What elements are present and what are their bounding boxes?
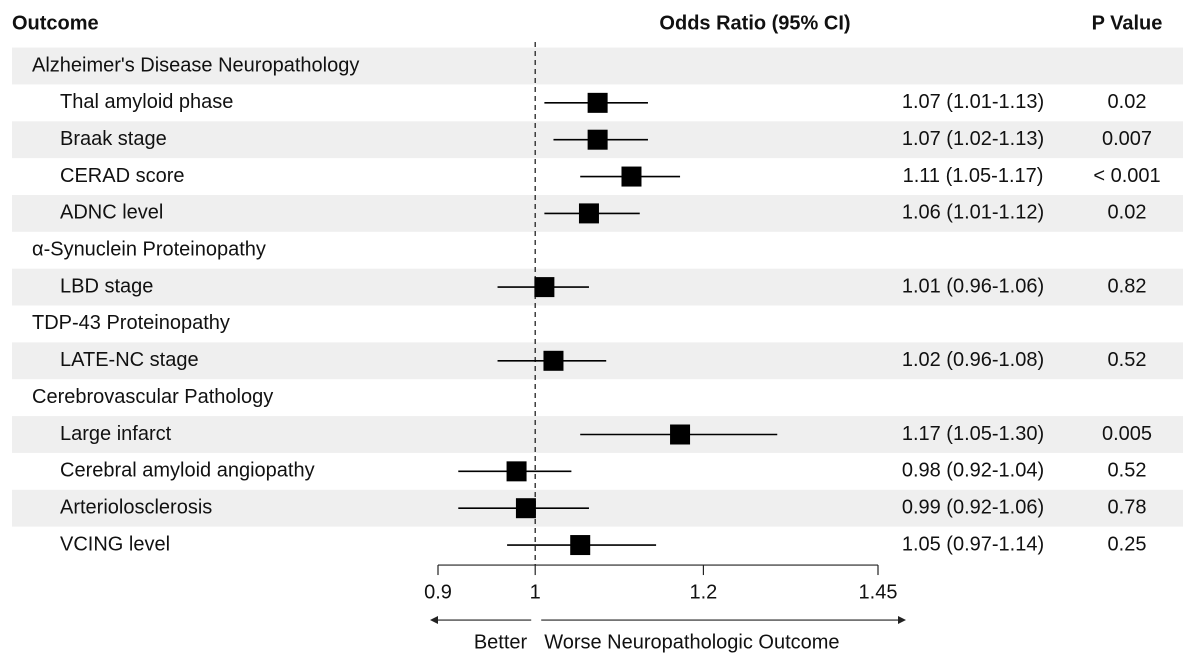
- ci-text: 1.07 (1.01-1.13): [902, 91, 1044, 113]
- ci-text: 1.01 (0.96-1.06): [902, 275, 1044, 297]
- header-p: P Value: [1092, 12, 1163, 34]
- row-label: LBD stage: [60, 275, 153, 297]
- direction-right: Worse Neuropathologic Outcome: [544, 631, 839, 653]
- p-value: 0.78: [1108, 496, 1147, 518]
- p-value: 0.007: [1102, 128, 1152, 150]
- x-tick-label: 1: [530, 581, 541, 603]
- row-label: VCING level: [60, 533, 170, 555]
- p-value: < 0.001: [1093, 165, 1160, 187]
- ci-text: 1.11 (1.05-1.17): [903, 165, 1044, 187]
- group-label: α-Synuclein Proteinopathy: [32, 239, 266, 261]
- group-label: Cerebrovascular Pathology: [32, 386, 273, 408]
- arrow-right-head: [898, 616, 906, 625]
- row-shade: [12, 268, 1183, 306]
- estimate-square: [534, 277, 555, 298]
- ci-text: 1.06 (1.01-1.12): [902, 202, 1044, 224]
- ci-text: 1.17 (1.05-1.30): [902, 423, 1044, 445]
- estimate-square: [543, 350, 564, 371]
- x-tick-label: 1.45: [859, 581, 898, 603]
- row-shade: [12, 489, 1183, 527]
- x-tick-label: 1.2: [690, 581, 718, 603]
- p-value: 0.02: [1108, 91, 1147, 113]
- ci-text: 1.02 (0.96-1.08): [902, 349, 1044, 371]
- estimate-square: [670, 424, 691, 445]
- row-label: Arteriolosclerosis: [60, 496, 212, 518]
- ci-text: 0.98 (0.92-1.04): [902, 460, 1044, 482]
- estimate-square: [506, 461, 527, 482]
- p-value: 0.25: [1108, 533, 1147, 555]
- estimate-square: [587, 129, 608, 150]
- row-label: Cerebral amyloid angiopathy: [60, 460, 315, 482]
- estimate-square: [570, 535, 591, 556]
- p-value: 0.82: [1108, 275, 1147, 297]
- ci-text: 1.07 (1.02-1.13): [902, 128, 1044, 150]
- p-value: 0.005: [1102, 423, 1152, 445]
- ci-text: 1.05 (0.97-1.14): [902, 533, 1044, 555]
- estimate-square: [587, 92, 608, 113]
- row-label: Thal amyloid phase: [60, 91, 233, 113]
- header-outcome: Outcome: [12, 12, 99, 34]
- estimate-square: [515, 498, 536, 519]
- header-estimate: Odds Ratio (95% CI): [659, 12, 850, 34]
- group-label: Alzheimer's Disease Neuropathology: [32, 54, 359, 76]
- row-label: Braak stage: [60, 128, 167, 150]
- row-shade: [12, 47, 1183, 85]
- estimate-square: [578, 203, 599, 224]
- row-label: Large infarct: [60, 423, 172, 445]
- row-label: CERAD score: [60, 165, 184, 187]
- p-value: 0.02: [1108, 202, 1147, 224]
- x-tick-label: 0.9: [424, 581, 452, 603]
- arrow-left-head: [430, 616, 438, 625]
- row-label: LATE-NC stage: [60, 349, 199, 371]
- p-value: 0.52: [1108, 460, 1147, 482]
- group-label: TDP-43 Proteinopathy: [32, 312, 230, 334]
- ci-text: 0.99 (0.92-1.06): [902, 496, 1044, 518]
- p-value: 0.52: [1108, 349, 1147, 371]
- row-label: ADNC level: [60, 202, 163, 224]
- direction-left: Better: [474, 631, 528, 653]
- estimate-square: [621, 166, 642, 187]
